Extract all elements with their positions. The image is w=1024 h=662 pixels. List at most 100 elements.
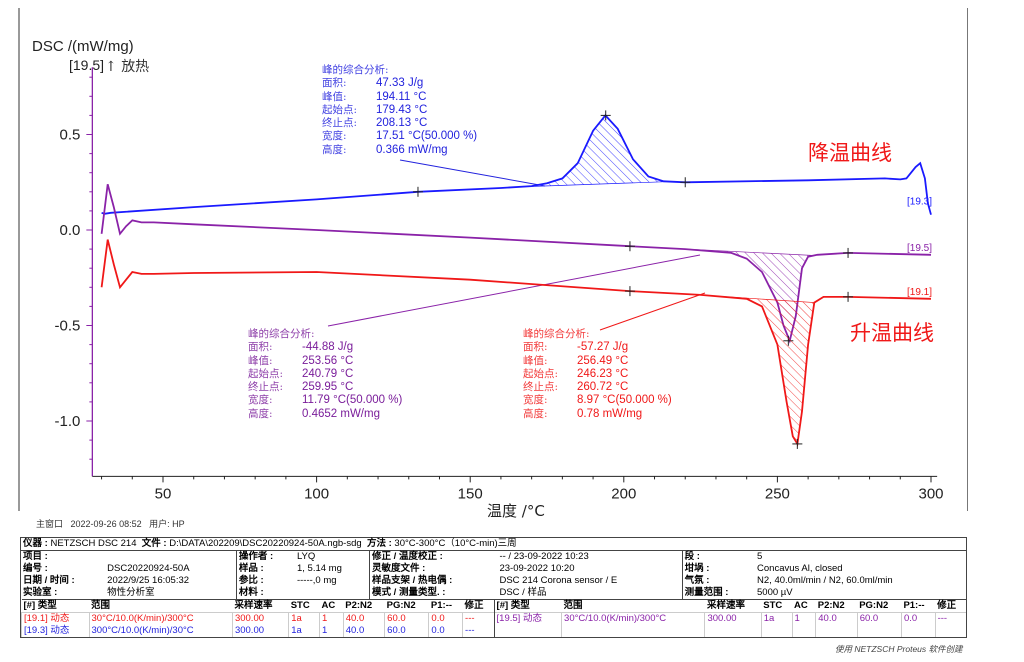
runs-header-cell: STC (763, 600, 783, 611)
curve-marker (624, 286, 635, 297)
runs-header-cell: [#] 类型 (493, 599, 562, 613)
run-cell: 0.0 (428, 612, 463, 625)
x-tick-label: 50 (155, 485, 172, 502)
peak-analysis-red: 峰的综合分析: 面积: -57.27 J/g 峰值: 256.49 °C 起始点: 246.… (523, 328, 672, 421)
annotation-row: 终止点: 208.13 °C (322, 117, 477, 130)
run-cell (815, 625, 858, 637)
runs-header: [#] 类型 范围 采样速率 STC AC P2:N2 PG:N2 P1:-- 修正 [#] 类型… (21, 599, 966, 613)
meta-row: 实验室 : 物性分析室 材料 : 模式 / 测量类型. : DSC / 样品 测量范围 :… (21, 587, 966, 599)
annotation-value: 17.51 °C(50.000 %) (376, 130, 478, 143)
annotation-key: 宽度: (248, 394, 273, 407)
chart-frame (18, 8, 968, 511)
meta-value: 物性分析室 (107, 587, 155, 598)
peak-analysis-cooling: 峰的综合分析: 面积: 47.33 J/g 峰值: 194.11 °C 起始点: 179.4… (322, 64, 477, 157)
x-tick-label: 300 (918, 485, 943, 502)
run-cell: [19.5] 动态 (493, 612, 562, 625)
annotation-key: 峰值: (248, 354, 273, 367)
meta-table: 项目 : 操作者 : LYQ 修正 / 温度校正 : -- / 23-09-2022 1… (21, 550, 966, 599)
status-line: 主窗口 2022-09-26 08:52 用户: HP (36, 517, 185, 530)
annotation-value: 0.78 mW/mg (577, 407, 643, 420)
annotation-key: 终止点: (523, 381, 559, 394)
x-tick-label: 100 (304, 485, 329, 502)
annotation-row: 宽度: 17.51 °C(50.000 %) (322, 130, 477, 143)
runs-header-cell: PG:N2 (386, 600, 416, 611)
annotation-key: 起始点: (248, 367, 284, 380)
meta-key: 模式 / 测量类型. : (369, 587, 498, 599)
x-tick-label: 200 (611, 485, 636, 502)
meta-key: 坩埚 : (681, 563, 756, 575)
meta-value: 5000 µV (757, 587, 793, 598)
runs-header-cell: P2:N2 (817, 600, 845, 611)
meta-value: N2, 40.0ml/min / N2, 60.0ml/min (757, 575, 893, 586)
runs-header-cell: 采样速率 (706, 600, 745, 611)
annotation-key: 高度: (523, 407, 548, 420)
run-cell: 60.0 (384, 612, 429, 625)
exo-label: 放热 (121, 59, 150, 75)
curve-marker (843, 247, 854, 258)
curve-label: [19.1] (907, 287, 932, 298)
runs-header-cell: STC (290, 600, 310, 611)
meta-key: 样品支架 / 热电偶 : (369, 575, 498, 587)
curve-marker (624, 241, 635, 252)
run-cell: 60.0 (856, 612, 902, 625)
run-row: [19.1] 动态 30°C/10.0(K/min)/300°C 300.00 1a 1… (21, 612, 966, 625)
run-cell: 1a (288, 625, 320, 637)
y-tick-label: -0.5 (54, 318, 80, 335)
cooling-curve-label: 降温曲线 (808, 141, 892, 165)
annotation-value: 0.4652 mW/mg (302, 407, 380, 420)
runs-header-cell: PG:N2 (859, 600, 889, 611)
meta-value: Concavus Al, closed (757, 563, 843, 574)
runs-header-cell: AC (794, 600, 808, 611)
runs-header-cell: 范围 (563, 600, 583, 611)
meta-row: 项目 : 操作者 : LYQ 修正 / 温度校正 : -- / 23-09-2022 1… (21, 550, 966, 563)
annotation-key: 高度: (322, 143, 347, 156)
run-cell (561, 625, 705, 637)
meta-key: 材料 : (235, 587, 295, 599)
annotation-row: 面积: -57.27 J/g (523, 341, 672, 354)
exo-arrow-icon: ↑ (105, 59, 117, 75)
annotation-row: 高度: 0.78 mW/mg (523, 408, 672, 421)
annotation-row: 终止点: 260.72 °C (523, 381, 672, 394)
runs-header-cell: P1:-- (903, 600, 925, 611)
annotation-row: 宽度: 11.79 °C(50.000 %) (248, 394, 402, 407)
meta-value: 5 (757, 551, 763, 562)
peak-hatch-area (691, 294, 815, 445)
run-cell (934, 625, 966, 637)
curve-marker (792, 438, 803, 449)
annotation-value: 11.79 °C(50.000 %) (302, 394, 403, 407)
y-tick-label: 0.5 (59, 127, 80, 144)
run-cell (704, 625, 762, 637)
peak-hatch-area (516, 114, 670, 188)
run-cell: 1 (319, 612, 344, 625)
annotation-title: 峰的综合分析: (322, 64, 389, 76)
meta-row: 日期 / 时间 : 2022/9/25 16:05:32 参比 : -----,0 m… (21, 575, 966, 587)
annotation-row: 终止点: 259.95 °C (248, 381, 402, 394)
annotation-row: 峰值: 253.56 °C (248, 355, 402, 368)
window-label: 主窗口 (36, 519, 64, 529)
curve-label: [19.5] (907, 243, 932, 254)
run-cell (856, 625, 902, 637)
runs-header-cell: 修正 (464, 600, 484, 611)
annotation-key: 面积: (523, 341, 548, 354)
meta-value: -- / 23-09-2022 10:23 (499, 551, 589, 562)
annotation-value: 8.97 °C(50.000 %) (577, 394, 672, 407)
runs-header-cell: AC (321, 600, 336, 611)
curve-marker (680, 177, 691, 188)
run-cell: 1 (319, 625, 344, 637)
run-cell: [19.3] 动态 (21, 625, 90, 637)
meta-key: 样品 : (235, 563, 295, 575)
annotation-value: 179.43 °C (376, 103, 428, 116)
run-cell: 40.0 (815, 612, 858, 625)
meta-key: 灵敏度文件 : (369, 563, 498, 575)
y-axis-curve-marker: [19.5] (69, 57, 105, 73)
run-cell: 40.0 (342, 625, 385, 637)
runs-header-cell: [#] 类型 (23, 600, 57, 611)
annotation-row: 起始点: 179.43 °C (322, 104, 477, 117)
run-cell: 30°C/10.0(K/min)/300°C (561, 612, 705, 625)
curve-marker (412, 186, 423, 197)
annotation-row: 面积: -44.88 J/g (248, 341, 402, 354)
run-cell: --- (934, 612, 966, 625)
curve-marker (600, 110, 611, 121)
meta-key: 编号 : (23, 563, 48, 574)
run-cell (760, 625, 793, 637)
